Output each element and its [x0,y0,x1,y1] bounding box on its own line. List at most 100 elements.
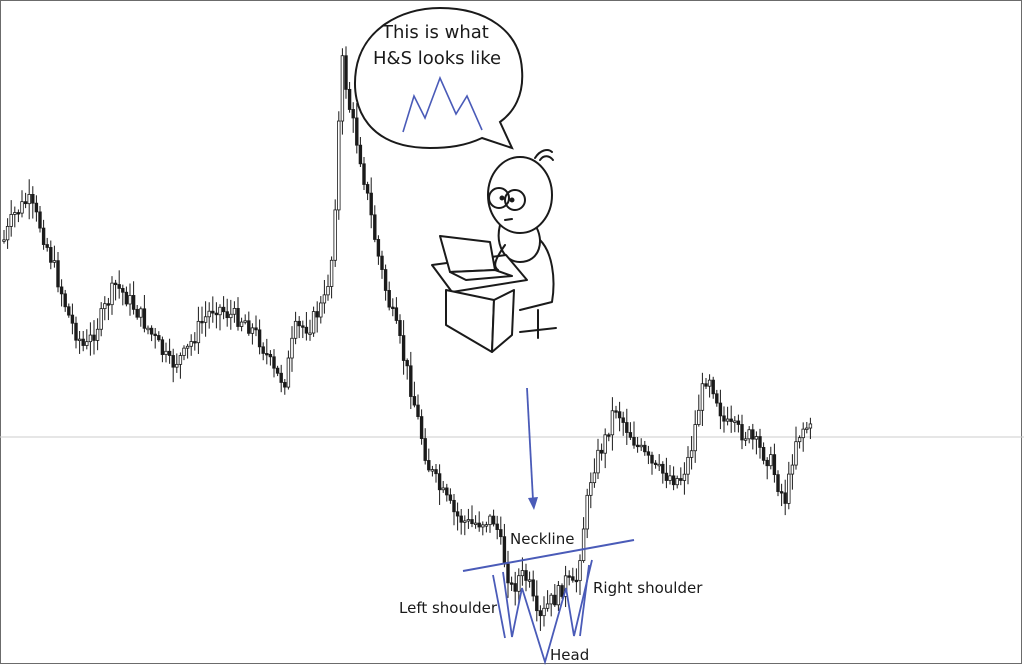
candle-body-99 [358,144,363,165]
down-arrow-head [528,497,538,510]
candle-body-84 [304,326,309,334]
candle-body-128 [463,520,467,523]
candle-body-71 [257,329,262,348]
candle-body-142 [513,583,517,592]
candle-body-57 [207,310,211,318]
speech-bubble [354,6,524,150]
candle-body-163 [589,482,593,496]
candle-body-55 [200,320,204,324]
candle-body-201 [725,418,730,422]
candle-body-135 [488,515,492,526]
candle-body-80 [290,337,294,359]
candle-body-45 [164,350,168,355]
candle-body-108 [391,306,395,309]
candle-body-72 [261,346,265,354]
candle-body-129 [466,519,471,522]
candle-body-211 [761,447,766,461]
candle-body-216 [779,491,784,494]
candle-body-131 [473,522,478,525]
candle-body-156 [563,575,568,597]
candle-body-1 [5,225,10,241]
candle-body-105 [380,255,384,270]
candle-body-10 [38,211,42,229]
candle-body-158 [571,576,575,581]
candle-body-27 [99,308,103,330]
candle-body-67 [243,320,247,323]
candle-body-52 [189,341,193,347]
candle-body-83 [301,325,305,328]
candle-body-209 [754,436,759,440]
candle-body-173 [625,422,629,433]
bubble-text-line1: This is what [382,22,489,43]
hs-pattern-zigzag [502,559,593,666]
candle-body-63 [229,313,233,319]
candle-body-180 [650,454,654,464]
candle-body-21 [77,338,82,342]
candle-body-103 [373,214,377,240]
bubble-text-line2: H&S looks like [373,48,502,69]
candle-body-149 [538,610,543,617]
candle-body-46 [167,350,172,356]
candle-body-155 [560,585,564,597]
candle-body-98 [355,117,359,146]
candle-body-191 [689,450,694,458]
candle-body-100 [362,163,366,185]
candle-body-172 [621,417,625,423]
candle-body-76 [275,367,280,374]
candle-body-102 [369,192,373,216]
candle-body-206 [743,438,748,441]
candle-body-18 [67,306,71,316]
candle-body-113 [409,365,413,397]
candle-body-213 [769,454,773,467]
candle-body-116 [419,416,424,439]
candle-body-141 [509,582,514,585]
candle-body-178 [643,444,647,453]
candle-body-200 [722,415,726,422]
candle-body-22 [81,338,85,346]
candle-body-111 [401,335,406,361]
candle-body-215 [776,474,780,492]
candle-body-59 [214,312,219,316]
candle-body-193 [697,409,701,425]
candle-body-157 [567,575,571,578]
hs-pattern-outer-right [579,564,590,637]
candle-body-20 [74,322,78,341]
candle-body-2 [9,214,13,227]
candle-body-176 [635,444,640,448]
candle-body-151 [545,603,550,609]
candle-body-40 [146,327,150,331]
candle-body-34 [124,291,129,305]
candle-body-187 [675,478,679,486]
hs-mini-pattern [402,75,483,133]
candle-body-203 [733,420,737,423]
candle-body-69 [250,327,255,334]
candle-body-212 [765,459,769,467]
candle-body-148 [535,595,539,612]
candle-body-5 [20,201,24,214]
candle-body-44 [160,339,165,355]
candle-body-140 [506,563,510,584]
candle-body-189 [682,473,687,481]
candle-body-124 [448,494,453,501]
candle-body-130 [470,519,474,525]
candle-body-58 [211,310,215,314]
candle-body-26 [95,328,100,341]
candle-body-12 [45,244,49,248]
candle-body-186 [671,475,676,486]
candle-body-107 [387,290,391,308]
hs-pattern-outer [492,574,506,639]
candle-body-190 [686,456,690,475]
candle-body-94 [340,55,345,122]
candle-body-179 [646,451,651,456]
candle-body-97 [351,109,355,119]
candle-body-6 [23,201,28,205]
candle-body-92 [333,209,337,261]
candle-body-217 [783,492,787,504]
candle-body-147 [531,579,535,597]
candle-body-96 [347,88,352,110]
candle-body-4 [16,212,21,215]
candle-body-33 [121,288,125,293]
candle-body-119 [430,469,435,472]
candle-body-114 [412,396,417,406]
candle-body-218 [787,473,791,504]
